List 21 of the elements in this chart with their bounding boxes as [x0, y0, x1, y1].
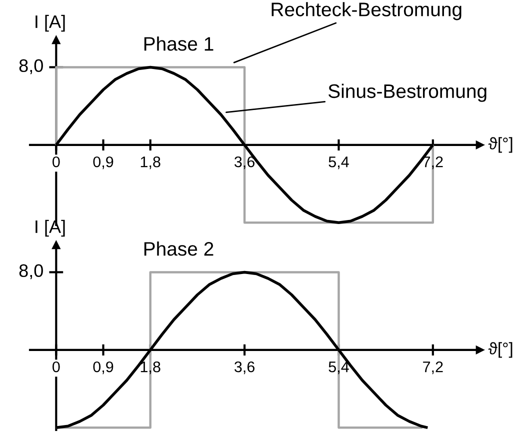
x-tick-label: 1,8 — [140, 361, 160, 374]
y-axis-title: I [A] — [36, 14, 65, 32]
y-axis-title: I [A] — [36, 220, 65, 237]
x-tick-label: 5,4 — [328, 156, 349, 170]
annotation: Rechteck-Bestromung — [272, 2, 462, 20]
x-tick-label: 0,9 — [93, 156, 114, 170]
annotation: 8,0 — [19, 59, 43, 74]
x-tick-label: 5,4 — [328, 362, 349, 374]
x-tick-label: 0,9 — [93, 361, 114, 374]
x-axis-title: ϑ[°] — [488, 137, 512, 153]
annotation: 8,0 — [19, 264, 43, 280]
x-tick-label: 3,6 — [234, 361, 254, 374]
chart-title: Phase 2 — [144, 241, 214, 256]
x-tick-label: 7,2 — [423, 361, 443, 374]
x-tick-label: 0 — [52, 156, 60, 168]
annotation: Sinus-Bestromung — [328, 84, 486, 102]
x-tick-label: 3,6 — [234, 156, 254, 170]
x-tick-label: 0 — [52, 361, 60, 372]
chart-title: Phase 1 — [144, 36, 214, 51]
x-axis-title: ϑ[°] — [488, 342, 512, 358]
x-tick-label: 1,8 — [140, 156, 160, 170]
